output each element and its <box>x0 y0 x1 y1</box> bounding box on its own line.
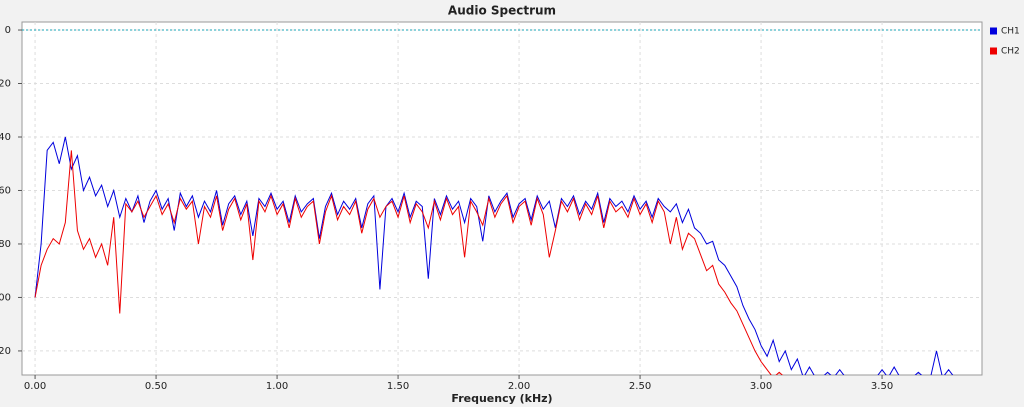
legend-label: CH2 <box>1001 47 1020 57</box>
plot-layer <box>22 29 982 375</box>
legend-swatch <box>990 47 997 55</box>
x-tick-label: 0.00 <box>24 381 46 392</box>
x-tick-label: 0.50 <box>145 381 167 392</box>
y-tick-label: 0 <box>5 25 11 36</box>
y-tick-label: -100 <box>0 292 11 303</box>
y-tick-label: -20 <box>0 79 11 90</box>
y-tick-label: -80 <box>0 239 11 250</box>
x-tick-label: 1.00 <box>266 381 288 392</box>
series-line <box>34 150 783 375</box>
legend-label: CH1 <box>1001 27 1020 37</box>
x-tick-label: 3.00 <box>750 381 772 392</box>
x-tick-label: 1.50 <box>387 381 409 392</box>
y-tick-label: -60 <box>0 185 11 196</box>
legend-swatch <box>990 27 997 35</box>
y-tick-label: -120 <box>0 346 11 357</box>
y-tick-label: -40 <box>0 132 11 143</box>
plot-area <box>21 21 983 376</box>
x-tick-label: 2.50 <box>629 381 651 392</box>
x-axis-label: Frequency (kHz) <box>451 392 552 405</box>
chart-title: Audio Spectrum <box>448 4 556 18</box>
series-line <box>34 136 954 375</box>
x-tick-label: 3.50 <box>871 381 893 392</box>
x-tick-label: 2.00 <box>508 381 530 392</box>
